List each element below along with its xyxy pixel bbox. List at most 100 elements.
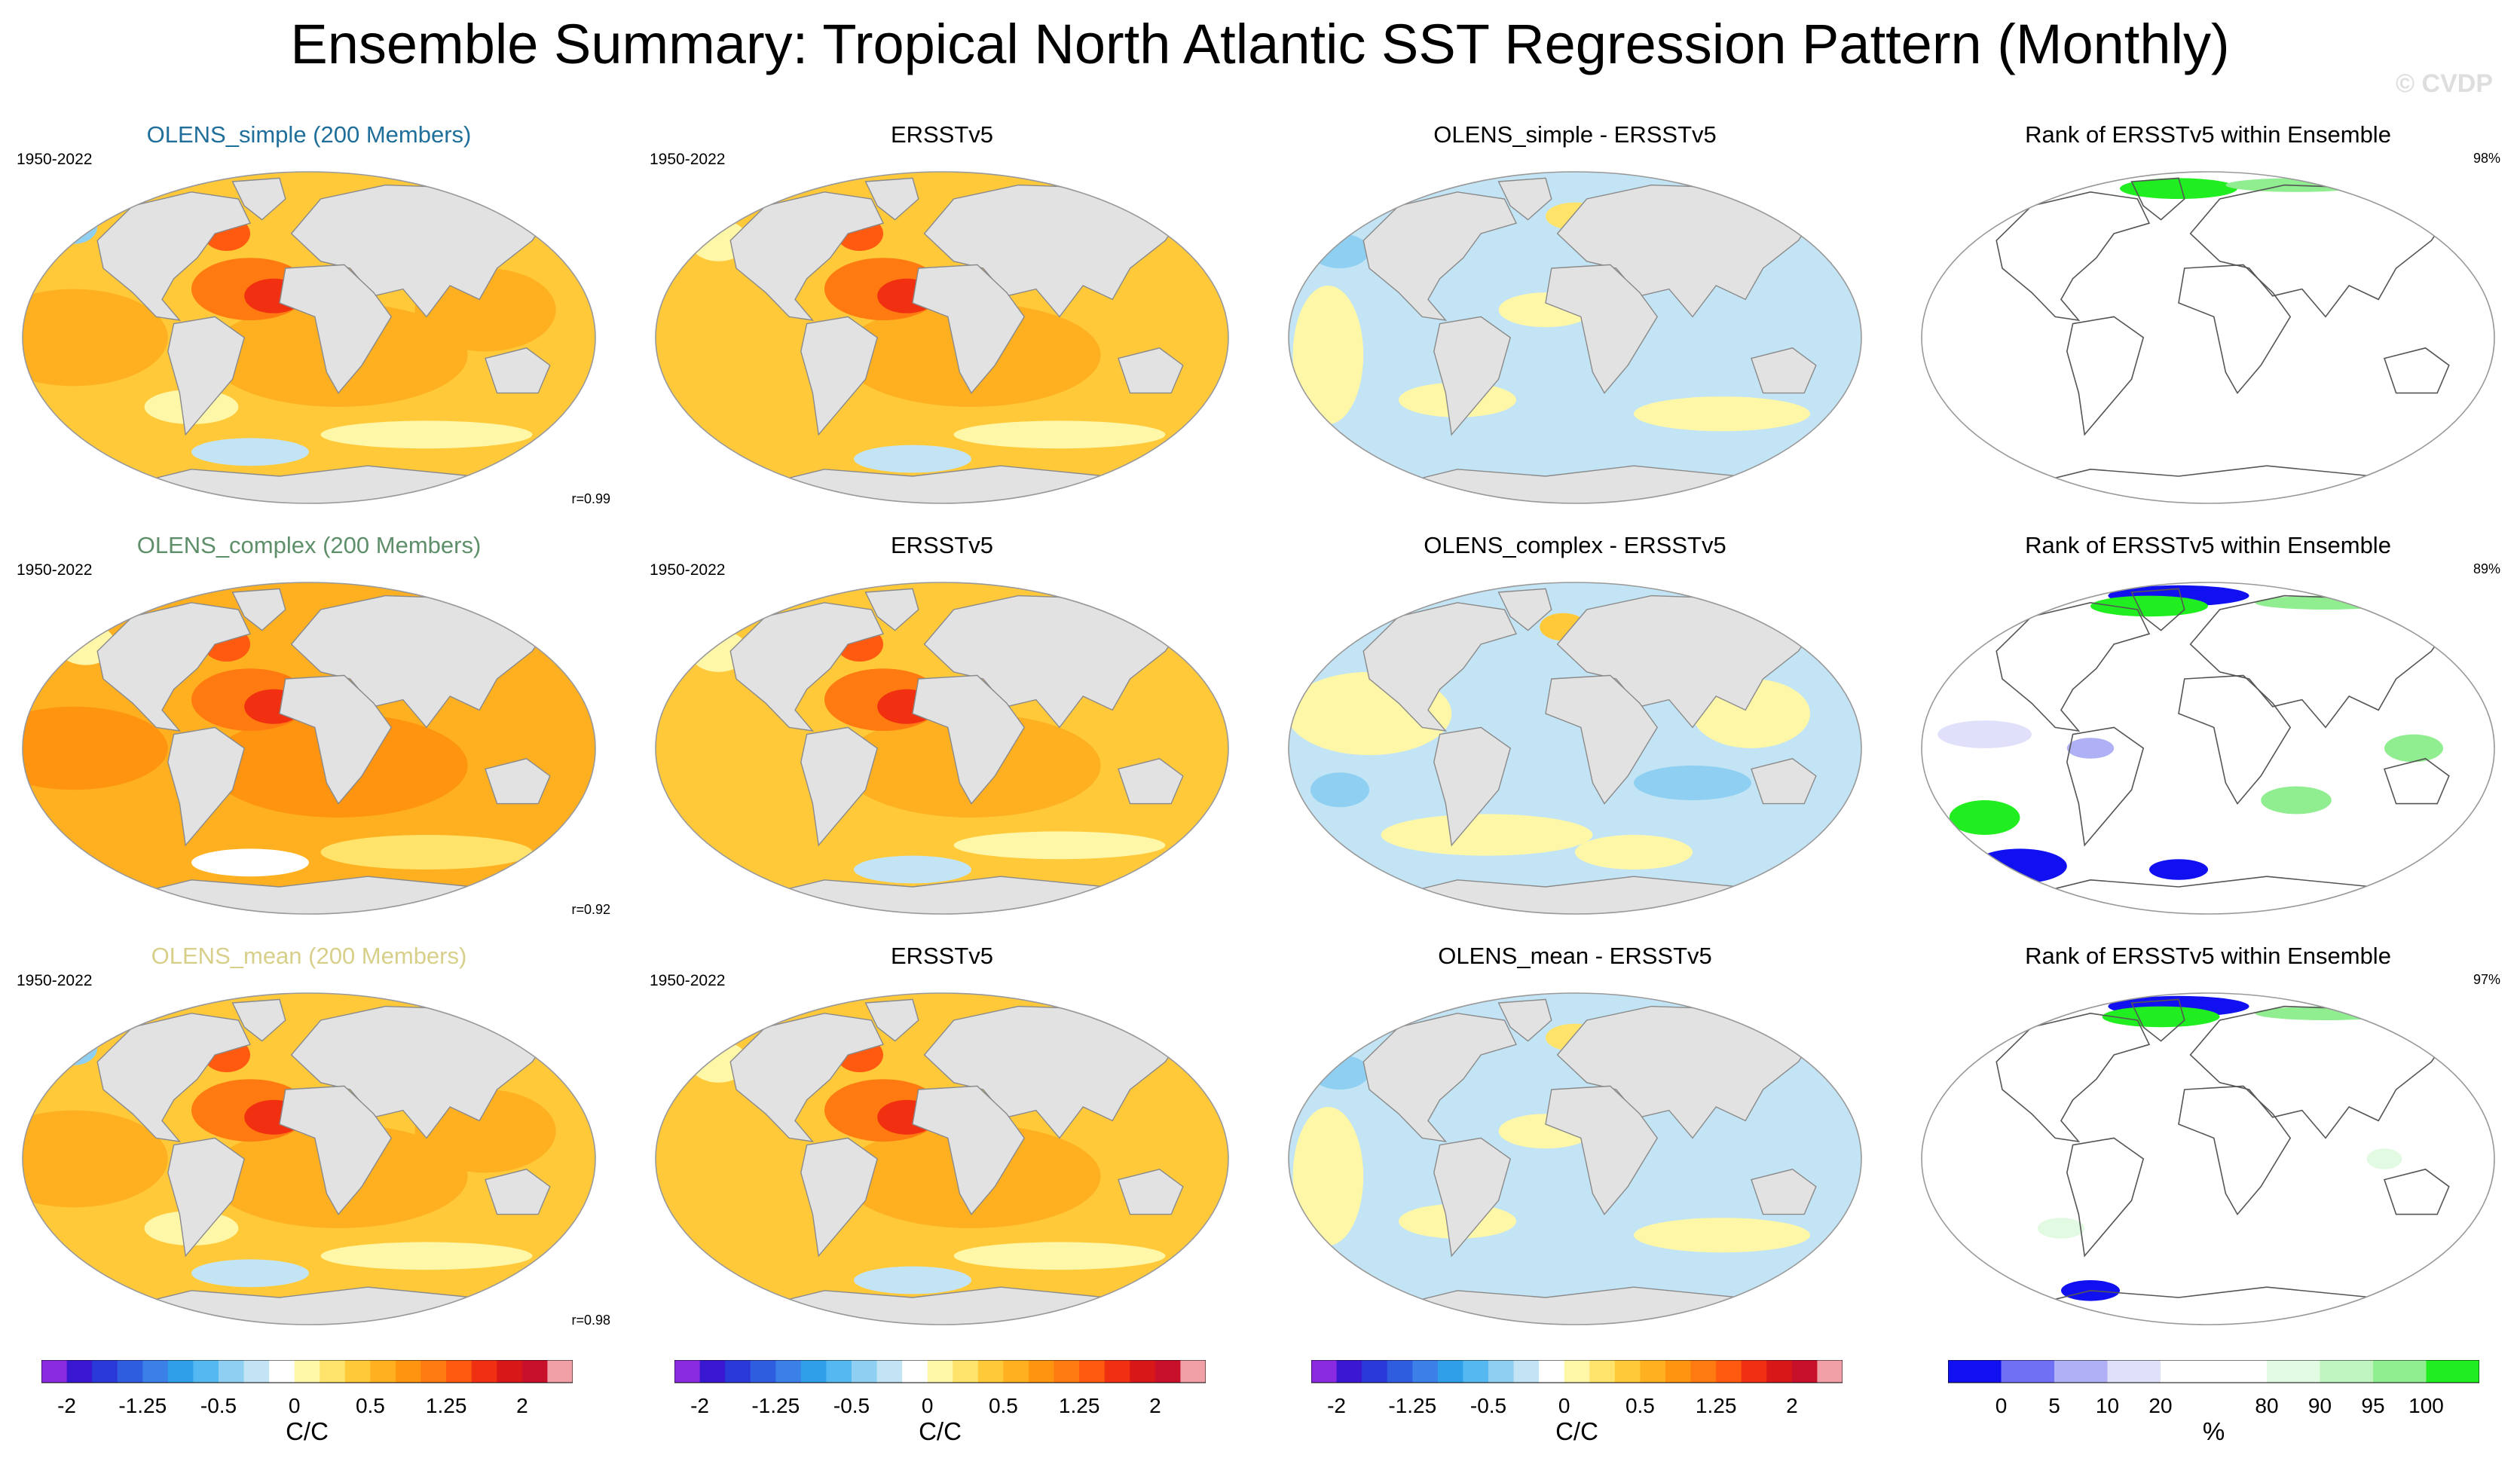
continent-australia [1118,1169,1184,1215]
period-label: 1950-2022 [17,972,93,989]
continent-africa [912,264,1026,394]
colorbar-scale: -2 -1.25 -0.5 0 0.5 1.25 2 [1310,1359,1843,1417]
continent-north-america [1362,191,1517,321]
pattern-correlation-label: r=0.92 [571,902,610,917]
continent-outline-australia [2383,1168,2450,1215]
colorbar-swatch [927,1360,953,1383]
continent-outline-australia [2383,347,2450,394]
colorbar-swatch [370,1360,396,1383]
colorbar-swatch [1180,1360,1206,1383]
panel-difference: OLENS_simple - ERSSTv5 [1266,121,1884,524]
panel-title: OLENS_complex (200 Members) [136,532,482,558]
colorbar-tick-label: 90 [2308,1394,2332,1417]
panel-difference: OLENS_mean - ERSSTv5 [1266,942,1884,1345]
colorbar-swatch [1539,1360,1565,1383]
continent-south-america [1433,1137,1512,1258]
colorbar-tick-label: 80 [2255,1394,2278,1417]
map-border [22,992,596,1325]
pattern-correlation-label: r=0.99 [571,491,610,506]
panel-rank: Rank of ERSSTv5 within Ensemble 89% [1899,531,2517,934]
colorbar-tick-label: 2 [516,1394,528,1417]
colorbar-swatch [1741,1360,1767,1383]
colorbar-tick-label: 5 [2048,1394,2060,1417]
continent-australia [1118,347,1184,394]
continent-africa [1545,264,1659,394]
colorbar-tick-label: 0.5 [989,1394,1018,1417]
ocean-field [656,172,1228,503]
colorbar-tick-label: 1.25 [1696,1394,1737,1417]
field-contour [854,855,971,884]
colorbar-swatch [1564,1360,1590,1383]
colorbar-tick-label: -0.5 [1470,1394,1506,1417]
colorbar-tick-label: 2 [1786,1394,1798,1417]
field-contour [320,420,533,449]
continent-south-america [800,1137,879,1258]
colorbar-swatch [471,1360,497,1383]
continent-outline-australia [2383,757,2450,805]
continent-australia [485,347,551,394]
colorbar-swatch [446,1360,472,1383]
colorbar-swatch [852,1360,878,1383]
colorbar-swatch [2107,1360,2161,1383]
panel-title: Rank of ERSSTv5 within Ensemble [2025,532,2391,558]
colorbar-swatch [1387,1360,1413,1383]
panel-title: ERSSTv5 [890,532,994,558]
field-contour [854,445,971,473]
colorbar-swatch [1513,1360,1540,1383]
continent-outline-north-america [1996,191,2151,322]
colorbar-tick-label: 0 [922,1394,934,1417]
rank-region [2384,734,2443,763]
map-border [1921,582,2495,915]
colorbar-swatch [219,1360,245,1383]
continent-australia [485,1169,551,1215]
colorbar-swatch [1817,1360,1843,1383]
colorbar-tick-label: 0.5 [356,1394,385,1417]
colorbar-swatch [41,1360,68,1383]
colorbar-swatch [2373,1360,2427,1383]
field-contour [1292,286,1364,424]
continent-north-america [96,602,251,732]
continent-north-america [96,1013,251,1142]
colorbar-unit: C/C [919,1417,962,1445]
colorbar-tick-label: 0.5 [1625,1394,1655,1417]
sst-regression-map [655,171,1229,504]
colorbar-swatch [876,1360,903,1383]
colorbar-swatch [1766,1360,1793,1383]
continent-outline-north-america [1996,1012,2151,1143]
colorbar: -2 -1.25 -0.5 0 0.5 1.25 2 C/C [1310,1359,1843,1450]
rank-map [1921,171,2495,504]
colorbar-swatch [2426,1360,2480,1383]
colorbar-tick-label: -1.25 [1388,1394,1436,1417]
colorbar-swatch [1362,1360,1388,1383]
continent-greenland [864,177,919,221]
colorbar-swatch [396,1360,422,1383]
sst-regression-map [22,992,596,1325]
field-contour [414,268,556,352]
colorbar-swatch [1029,1360,1055,1383]
ocean-field [1922,993,2494,1325]
continent-outline-africa [2178,264,2292,394]
colorbar-swatch [1130,1360,1156,1383]
period-label: 1950-2022 [650,972,726,989]
colorbar-tick-label: -2 [690,1394,709,1417]
panel-olens-complex: OLENS_complex (200 Members) 1950-2022 r=… [0,531,618,934]
colorbar-swatch [1079,1360,1106,1383]
colorbar-swatch [2320,1360,2374,1383]
rank-region [1937,720,2032,748]
panel-title: Rank of ERSSTv5 within Ensemble [2025,121,2391,148]
colorbar-swatch [142,1360,169,1383]
continent-north-america [729,191,884,321]
rank-region [2149,859,2208,880]
field-contour [23,706,168,790]
sst-regression-map [655,582,1229,915]
colorbar-tick-label: 0 [1558,1394,1570,1417]
panel-title: OLENS_simple - ERSSTv5 [1433,121,1717,148]
panel-ersstv5: ERSSTv5 1950-2022 [633,942,1251,1345]
colorbar-swatch [193,1360,219,1383]
continent-greenland [1497,998,1552,1042]
field-contour [414,1090,556,1173]
continent-greenland [1497,177,1552,221]
continent-africa [1545,674,1659,805]
field-contour [50,209,98,244]
map-border [1921,992,2495,1325]
